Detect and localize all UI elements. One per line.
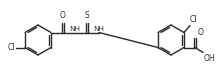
Text: NH: NH [93, 26, 105, 32]
Text: S: S [85, 11, 89, 20]
Text: Cl: Cl [8, 43, 15, 52]
Text: Cl: Cl [190, 15, 198, 23]
Text: NH: NH [69, 26, 81, 32]
Text: OH: OH [204, 53, 216, 62]
Text: O: O [198, 27, 204, 36]
Text: O: O [60, 11, 66, 20]
